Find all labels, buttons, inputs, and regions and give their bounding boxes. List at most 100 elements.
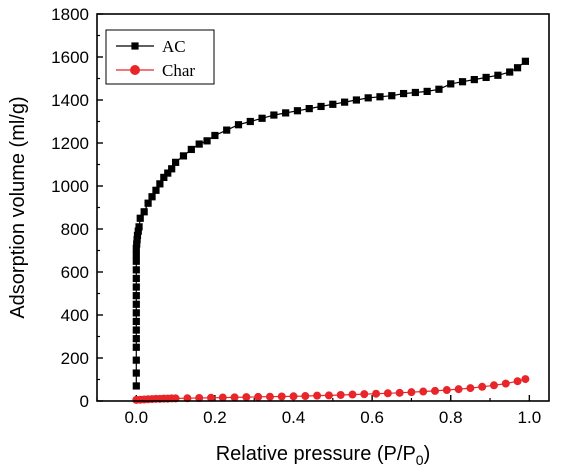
data-point: [246, 117, 254, 126]
y-tick-label: 200: [61, 349, 89, 368]
data-point: [132, 251, 140, 259]
legend-char-label: Char: [162, 61, 195, 80]
x-axis-label-subscript: 0: [416, 452, 424, 468]
y-tick-label: 400: [61, 306, 89, 325]
data-point: [242, 393, 251, 402]
data-point: [336, 390, 345, 399]
data-point: [172, 158, 180, 166]
data-point: [501, 379, 510, 388]
x-tick-label: 0.2: [203, 408, 227, 427]
data-point: [140, 208, 148, 216]
legend-entry-char: Char: [116, 61, 195, 80]
data-series: [132, 57, 530, 404]
data-point: [305, 105, 313, 113]
data-point: [431, 386, 440, 395]
data-point: [134, 227, 142, 235]
data-point: [521, 375, 530, 384]
data-point: [442, 386, 451, 395]
data-point: [383, 389, 392, 398]
data-point: [132, 309, 140, 317]
data-point: [258, 114, 266, 122]
y-tick-label: 1600: [51, 48, 89, 67]
data-point: [407, 388, 416, 397]
data-point: [148, 193, 156, 201]
data-point: [293, 107, 302, 115]
x-tick-label: 0.0: [124, 408, 148, 427]
data-point: [152, 186, 160, 194]
data-point: [195, 140, 203, 148]
data-point: [135, 223, 143, 231]
data-point: [164, 169, 172, 177]
data-point: [203, 137, 211, 145]
data-point: [132, 300, 140, 308]
data-point: [132, 317, 140, 326]
legend-char-circle-marker: [130, 65, 140, 75]
data-point: [132, 244, 140, 252]
y-tick-label: 1400: [51, 91, 89, 110]
data-point: [478, 382, 487, 391]
data-point: [317, 102, 325, 111]
data-point: [454, 385, 463, 394]
data-point: [206, 393, 215, 402]
x-tick-label: 1.0: [518, 408, 542, 427]
data-point: [132, 382, 140, 390]
legend-ac-label: AC: [162, 37, 186, 56]
data-point: [372, 389, 381, 398]
data-point: [482, 73, 490, 82]
data-point: [234, 121, 243, 129]
y-tick-label: 1200: [51, 134, 89, 153]
legend: AC Char: [105, 29, 215, 85]
y-axis-label: Adsorption volume (ml/g): [7, 96, 29, 318]
data-point: [352, 96, 361, 104]
data-point: [435, 85, 443, 93]
data-point: [132, 266, 140, 274]
data-point: [168, 165, 176, 173]
data-point: [265, 392, 274, 401]
data-point: [132, 292, 140, 300]
data-point: [329, 100, 337, 108]
data-point: [187, 145, 195, 154]
data-point: [513, 64, 522, 72]
data-point: [179, 152, 188, 160]
data-point: [494, 71, 502, 79]
data-point: [513, 377, 522, 386]
x-tick-label: 0.8: [439, 408, 463, 427]
data-point: [466, 384, 475, 393]
x-tick-label: 0.4: [282, 408, 306, 427]
data-point: [489, 381, 498, 390]
data-point: [223, 126, 231, 134]
tick-labels: 0.0 0.2 0.4 0.6 0.8 1.0 0 200 400 600 800 1000 1200 1…: [51, 5, 541, 427]
y-tick-label: 800: [61, 220, 89, 239]
legend-ac-square-marker: [131, 42, 139, 50]
y-tick-label: 0: [80, 392, 89, 411]
data-point: [313, 391, 322, 400]
data-point: [376, 93, 384, 101]
data-point: [324, 391, 333, 400]
series-line: [135, 60, 526, 386]
data-point: [419, 387, 428, 396]
data-point: [132, 335, 140, 343]
plot-area-frame: [96, 13, 550, 402]
data-point: [301, 392, 310, 401]
y-tick-label: 1000: [51, 177, 89, 196]
data-point: [195, 393, 204, 402]
series-char: [132, 375, 530, 404]
data-point: [364, 94, 372, 102]
data-point: [506, 68, 514, 76]
data-point: [132, 257, 140, 265]
data-point: [156, 180, 164, 188]
data-point: [132, 274, 140, 283]
data-point: [132, 343, 140, 351]
data-point: [254, 392, 263, 401]
data-point: [411, 88, 419, 97]
data-point: [282, 109, 290, 117]
data-point: [144, 199, 152, 207]
data-point: [133, 231, 142, 240]
legend-entry-ac: AC: [116, 37, 186, 56]
data-point: [132, 356, 140, 364]
y-tick-label: 600: [61, 263, 89, 282]
data-point: [521, 57, 530, 65]
data-point: [395, 388, 404, 397]
data-point: [132, 326, 140, 334]
